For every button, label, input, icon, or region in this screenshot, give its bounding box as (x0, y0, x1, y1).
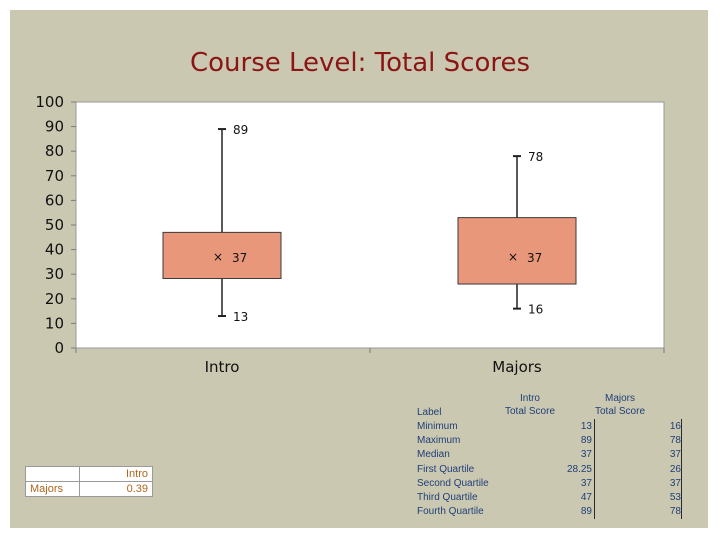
corr-col-header: Intro (79, 466, 153, 482)
corr-value: 0.39 (79, 481, 153, 497)
data-label-mean: 37 (527, 251, 542, 265)
stats-row-label: Fourth Quartile (417, 506, 484, 518)
stats-row-label: Minimum (417, 421, 458, 432)
stats-row-majors-value: 78 (669, 435, 681, 447)
chart-title: Course Level: Total Scores (189, 48, 531, 78)
stats-row-label: First Quartile (417, 463, 475, 475)
y-tick-label: 100 (35, 93, 64, 111)
stats-row-majors-value: 16 (669, 421, 681, 432)
stats-separator-1 (594, 419, 595, 519)
stats-row-majors-value: 26 (669, 463, 681, 475)
stats-col-majors-header: Majors Total Score (585, 392, 655, 418)
data-label-mean: 37 (232, 251, 247, 265)
stats-col-intro-header: Intro Total Score (495, 392, 565, 418)
stats-row-label: Second Quartile (417, 477, 489, 489)
box-iqr (457, 217, 577, 285)
category-label: Intro (205, 358, 240, 376)
mean-marker: × (213, 250, 223, 264)
stats-row-label: Median (417, 449, 450, 461)
stats-row-label: Third Quartile (417, 492, 478, 503)
data-label-min: 13 (233, 310, 248, 324)
stats-row-majors-value: 37 (669, 449, 681, 461)
y-tick-label: 30 (45, 265, 64, 283)
y-tick-label: 60 (45, 191, 64, 209)
box-iqr (162, 231, 282, 280)
stats-row-intro-value: 37 (580, 477, 592, 489)
data-label-max: 78 (528, 150, 543, 164)
data-label-max: 89 (233, 123, 248, 137)
y-tick-label: 10 (45, 314, 64, 332)
corr-corner-cell (25, 466, 80, 482)
stats-col-majors-header-line1: Majors (604, 393, 635, 404)
stats-row-majors-value: 78 (669, 506, 681, 518)
y-tick-label: 40 (45, 241, 64, 259)
stats-header-label: Label (417, 407, 442, 418)
stats-row-intro-value: 37 (580, 449, 592, 461)
box-plot-chart: 0 10 20 30 40 50 60 70 80 90 100 × 89 37 13 Intro × 78 37 1… (35, 93, 665, 376)
stats-col-intro-header-line1: Intro (519, 393, 540, 404)
data-label-min: 16 (528, 303, 543, 317)
correlation-table: Intro Majors 0.39 (25, 466, 153, 497)
y-tick-label: 0 (54, 339, 64, 357)
stats-row-intro-value: 89 (580, 506, 592, 518)
y-tick-label: 80 (45, 142, 64, 160)
stats-separator-2 (681, 419, 682, 519)
stats-row-majors-value: 37 (669, 477, 681, 489)
y-tick-label: 20 (45, 290, 64, 308)
y-tick-label: 50 (45, 216, 64, 234)
stats-col-intro-header-line2: Total Score (504, 406, 556, 417)
stats-row-intro-value: 13 (580, 421, 592, 432)
stats-col-majors-header-line2: Total Score (594, 406, 646, 417)
mean-marker: × (508, 250, 518, 264)
stats-row-intro-value: 28.25 (566, 463, 592, 475)
stats-row-intro-value: 47 (580, 492, 592, 503)
stats-row-intro-value: 89 (580, 435, 592, 447)
stats-row-label: Maximum (417, 435, 461, 447)
y-tick-label: 70 (45, 167, 64, 185)
y-tick-label: 90 (45, 118, 64, 136)
stats-row-majors-value: 53 (669, 492, 681, 503)
category-label: Majors (492, 358, 542, 376)
corr-row-header: Majors (25, 481, 80, 497)
